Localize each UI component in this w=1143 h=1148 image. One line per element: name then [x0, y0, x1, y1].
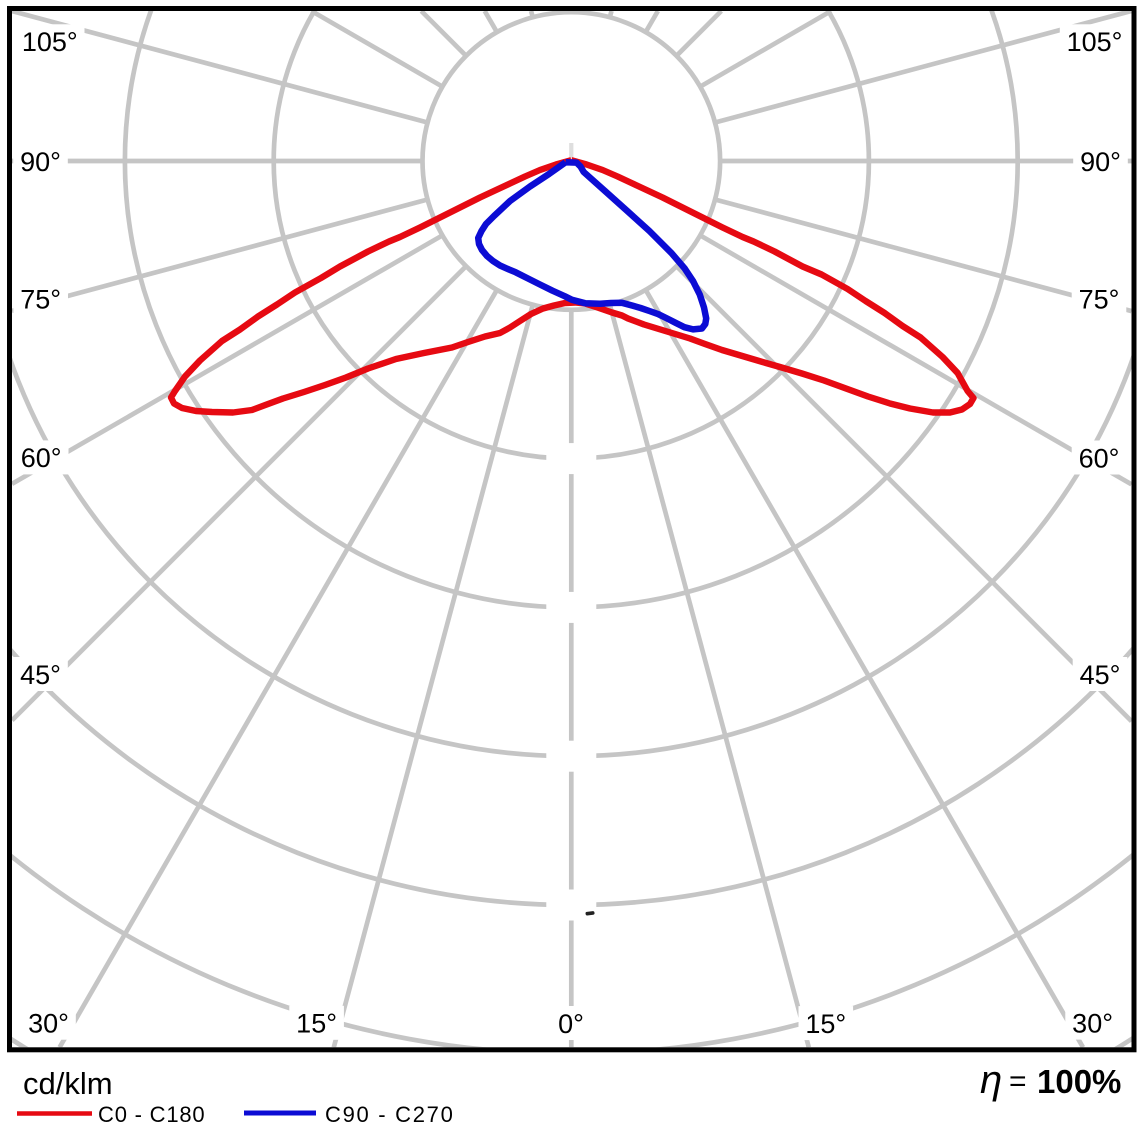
svg-text:75°: 75°	[1079, 285, 1120, 315]
svg-text:60°: 60°	[21, 443, 62, 473]
svg-text:=: =	[1009, 1065, 1027, 1098]
svg-text:15°: 15°	[805, 1009, 846, 1039]
svg-text:90°: 90°	[1080, 147, 1121, 177]
svg-text:60°: 60°	[1079, 443, 1120, 473]
svg-text:30°: 30°	[28, 1009, 69, 1039]
svg-text:C90 - C270: C90 - C270	[325, 1102, 455, 1127]
svg-text:45°: 45°	[1080, 660, 1121, 690]
svg-text:30°: 30°	[1072, 1008, 1113, 1038]
svg-text:0°: 0°	[558, 1009, 584, 1039]
svg-text:15°: 15°	[296, 1009, 337, 1039]
svg-text:cd/klm: cd/klm	[23, 1066, 113, 1101]
svg-text:105°: 105°	[1067, 27, 1123, 57]
svg-text:105°: 105°	[22, 27, 78, 57]
svg-text:75°: 75°	[20, 285, 61, 315]
svg-text:90°: 90°	[20, 147, 61, 177]
svg-text:η: η	[980, 1058, 1002, 1102]
svg-text:100%: 100%	[1037, 1063, 1121, 1100]
svg-text:C0 - C180: C0 - C180	[98, 1102, 205, 1127]
svg-text:45°: 45°	[20, 660, 61, 690]
